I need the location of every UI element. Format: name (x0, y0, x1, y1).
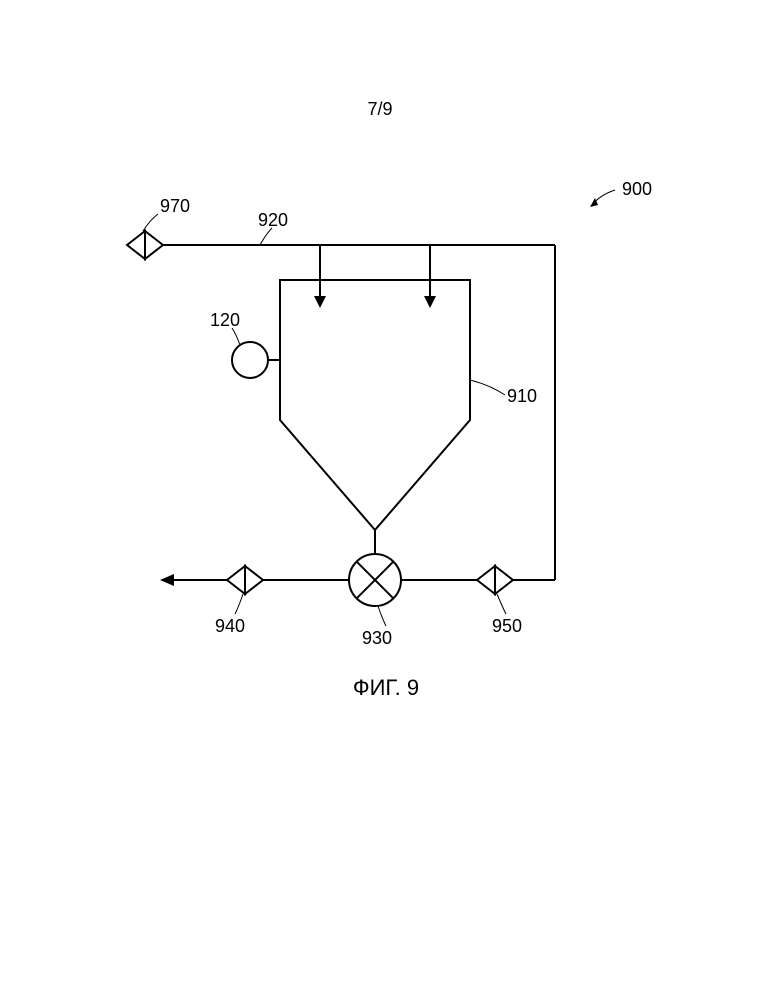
figure-caption: ФИГ. 9 (353, 675, 419, 700)
pump-930-label: 930 (362, 628, 392, 648)
valve-970-label: 970 (160, 196, 190, 216)
pump-930: 930 (349, 554, 401, 648)
page-number: 7/9 (367, 99, 392, 119)
ref-900: 900 (590, 179, 652, 207)
valve-950-label: 950 (492, 616, 522, 636)
valve-940-label: 940 (215, 616, 245, 636)
valve-940: 940 (160, 566, 263, 636)
valve-950: 950 (477, 566, 522, 636)
figure-canvas: 7/9 900 910 920 970 (0, 0, 772, 999)
vessel-910: 910 (280, 280, 537, 530)
ref-900-label: 900 (622, 179, 652, 199)
inlet-line-920: 920 (163, 210, 326, 308)
inlet-920-label: 920 (258, 210, 288, 230)
vessel-910-label: 910 (507, 386, 537, 406)
sensor-120: 120 (210, 310, 280, 378)
valve-970: 970 (127, 196, 190, 259)
recirc-line (320, 245, 555, 580)
sensor-120-label: 120 (210, 310, 240, 330)
